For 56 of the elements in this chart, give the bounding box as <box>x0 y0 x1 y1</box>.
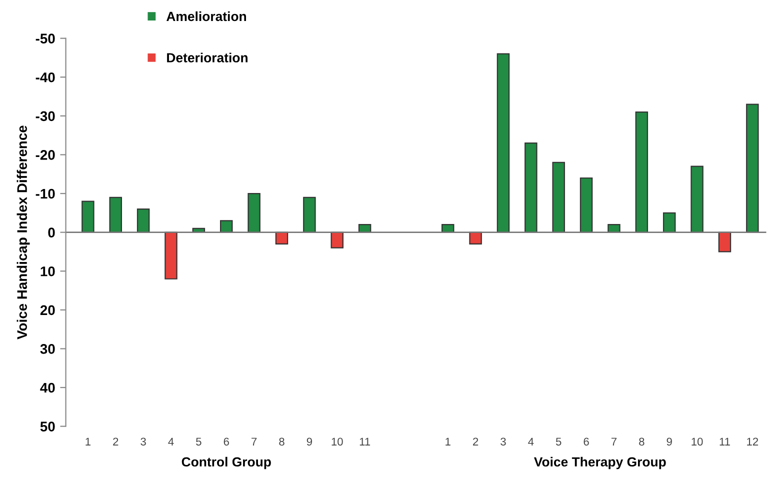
bar <box>524 142 538 233</box>
x-tick-label: 10 <box>692 438 703 446</box>
bar <box>330 232 344 248</box>
y-tick-label: -30 <box>36 111 55 122</box>
y-tick-label: 20 <box>40 305 55 316</box>
legend-label: Deterioration <box>167 52 248 62</box>
y-tick-label: 10 <box>40 266 55 276</box>
x-tick-label: 1 <box>446 438 450 446</box>
x-tick-label: 5 <box>556 438 562 446</box>
bar <box>136 208 150 233</box>
x-tick-label: 12 <box>747 438 758 446</box>
x-tick-label: 8 <box>279 438 284 446</box>
bar <box>552 162 565 233</box>
bar <box>690 166 704 233</box>
x-tick-label: 11 <box>360 438 370 446</box>
y-tick-label: -50 <box>36 34 55 44</box>
y-tick-label: -40 <box>36 72 55 82</box>
x-tick-label: 2 <box>113 438 118 446</box>
bar <box>718 232 732 252</box>
text: Voice Therapy Group <box>534 456 666 470</box>
x-tick-label: 8 <box>639 438 644 446</box>
text: Control Group <box>182 456 271 470</box>
y-tick-label: 30 <box>40 344 55 354</box>
bar <box>248 192 260 233</box>
y-tick-label: 0 <box>48 228 55 238</box>
legend-label: Amelioration <box>166 11 246 22</box>
x-tick-label: 5 <box>196 438 202 446</box>
x-tick-label: 7 <box>611 438 617 446</box>
x-tick-label: 6 <box>224 438 229 446</box>
x-tick-label: 4 <box>528 438 534 446</box>
x-tick-label: 11 <box>720 438 730 446</box>
bar <box>662 212 676 233</box>
x-tick-label: 7 <box>252 438 257 446</box>
bar <box>496 53 510 233</box>
y-tick-label: -20 <box>36 150 55 160</box>
bar <box>746 104 759 233</box>
x-tick-label: 4 <box>168 438 174 446</box>
x-tick-label: 3 <box>500 438 506 446</box>
x-tick-label: 6 <box>584 438 589 446</box>
y-tick-label: 50 <box>40 422 55 432</box>
bar <box>164 232 178 280</box>
bar <box>303 196 316 233</box>
bar <box>82 200 94 233</box>
x-tick-label: 1 <box>86 438 90 446</box>
bar <box>580 177 593 233</box>
y-axis-title: Voice Handicap Index Difference <box>16 126 30 340</box>
y-tick-label: 40 <box>40 382 55 393</box>
x-tick-label: 9 <box>666 438 672 446</box>
x-tick-label: 9 <box>306 438 312 446</box>
bar <box>109 196 122 233</box>
y-tick-label: -10 <box>36 188 55 199</box>
x-tick-label: 3 <box>140 438 146 446</box>
bar <box>469 232 482 245</box>
x-tick-label: 2 <box>473 438 478 446</box>
bar <box>635 111 648 233</box>
x-tick-label: 10 <box>332 438 343 446</box>
